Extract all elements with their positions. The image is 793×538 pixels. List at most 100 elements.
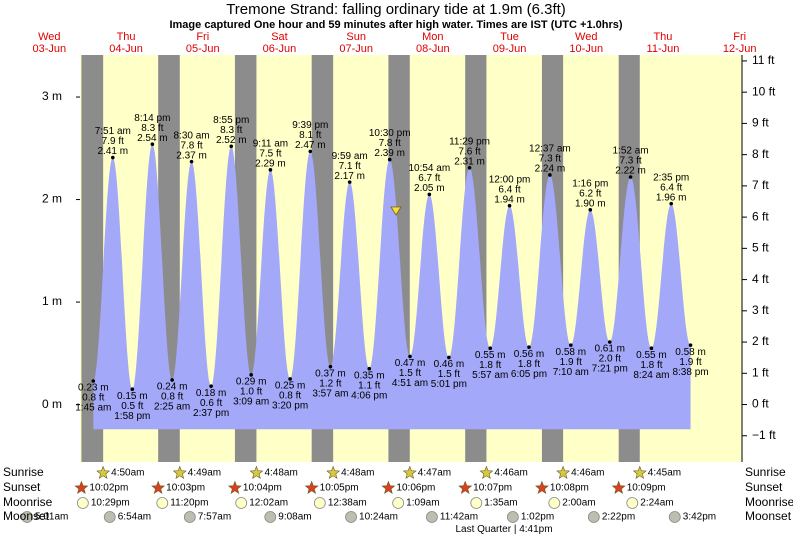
almanac-time: 9:08am xyxy=(278,512,311,523)
tide-time: 7:10 am xyxy=(553,367,589,378)
sunset-icon xyxy=(74,480,89,494)
tide-feet: 1.9 ft xyxy=(679,357,701,368)
date-label: 05-Jun xyxy=(186,43,220,55)
tide-point xyxy=(467,165,472,170)
sunset-icon xyxy=(227,480,242,494)
moonset-icon xyxy=(103,511,116,523)
y-tick-label: 1 m xyxy=(42,294,62,308)
moonrise-icon xyxy=(313,497,326,509)
tide-height: 0.55 m xyxy=(475,350,506,361)
almanac-time: 2:22pm xyxy=(602,512,635,523)
tide-height: 0.47 m xyxy=(395,358,426,369)
moonset-icon xyxy=(425,511,438,523)
tide-height: 2.47 m xyxy=(295,140,326,151)
tide-point xyxy=(527,345,531,349)
tide-time: 2:25 am xyxy=(154,402,190,413)
tide-height: 0.58 m xyxy=(556,347,587,358)
tide-point xyxy=(110,155,115,160)
almanac-time: 12:02am xyxy=(249,498,288,509)
tide-height: 0.58 m xyxy=(675,347,706,358)
tide-height: 0.61 m xyxy=(594,344,625,355)
tide-height: 0.25 m xyxy=(275,381,306,392)
tide-time: 3:57 am xyxy=(312,388,348,399)
almanac-time: 10:03pm xyxy=(166,483,205,494)
sunset-icon xyxy=(535,480,549,494)
almanac-time: 5:01am xyxy=(35,512,68,523)
moonrise-icon xyxy=(156,497,169,509)
tide-feet: 7.1 ft xyxy=(339,161,361,172)
y2-tick-label: 11 ft xyxy=(752,53,775,67)
tide-point xyxy=(328,364,333,369)
tide-height: 2.22 m xyxy=(615,166,646,177)
tide-height: 2.29 m xyxy=(255,158,286,169)
date-label: 08-Jun xyxy=(416,43,450,55)
almanac-time: 4:47am xyxy=(418,468,451,479)
tide-point xyxy=(229,144,234,149)
tide-point xyxy=(669,201,674,206)
tide-time: 1:58 pm xyxy=(114,411,150,422)
tide-time: 3:09 am xyxy=(233,396,269,407)
tide-time: 1:16 pm xyxy=(572,178,608,189)
tide-height: 2.37 m xyxy=(176,150,207,161)
almanac-time: 4:50am xyxy=(111,468,144,479)
tide-feet: 8.1 ft xyxy=(299,130,321,141)
almanac-time: 11:42am xyxy=(440,512,478,523)
tide-point xyxy=(209,384,213,388)
date-label: 07-Jun xyxy=(339,43,373,55)
weekday-label: Thu xyxy=(653,31,672,43)
almanac-time: 4:46am xyxy=(494,468,527,479)
tide-height: 0.55 m xyxy=(636,350,667,361)
tide-point xyxy=(447,355,451,360)
date-label: 12-Jun xyxy=(723,43,757,55)
tide-feet: 2.0 ft xyxy=(599,354,621,365)
y-tick-label: 2 m xyxy=(42,192,62,206)
tide-height: 0.15 m xyxy=(117,391,148,402)
tide-height: 0.29 m xyxy=(236,376,267,387)
tide-time: 2:35 pm xyxy=(653,172,689,183)
moonset-icon xyxy=(506,511,519,523)
row-label: Moonset xyxy=(3,509,50,523)
moonrise-icon xyxy=(235,497,248,509)
tide-height: 0.24 m xyxy=(157,382,188,393)
almanac-time: 4:48am xyxy=(341,468,374,479)
almanac-time: 1:09am xyxy=(406,498,439,509)
tide-feet: 6.2 ft xyxy=(579,188,601,199)
tide-height: 0.35 m xyxy=(354,370,385,381)
tide-time: 7:51 am xyxy=(95,126,131,137)
almanac-time: 7:57am xyxy=(198,512,231,523)
row-label: Sunset xyxy=(3,480,41,494)
date-label: 03-Jun xyxy=(33,43,67,55)
almanac-time: 2:00am xyxy=(562,498,595,509)
moonrise-icon xyxy=(548,497,561,509)
sunset-icon xyxy=(611,480,626,494)
y2-tick-label: 5 ft xyxy=(752,241,769,255)
tide-point xyxy=(249,373,253,377)
weekday-label: Mon xyxy=(422,31,443,43)
tide-feet: 1.8 ft xyxy=(640,360,662,371)
row-label: Moonrise xyxy=(745,495,793,509)
tide-time: 5:57 am xyxy=(472,370,508,381)
tide-time: 9:39 pm xyxy=(292,120,328,131)
tide-height: 2.41 m xyxy=(97,146,128,157)
tide-time: 12:00 pm xyxy=(489,174,531,185)
row-label: Sunset xyxy=(745,480,783,494)
tide-point xyxy=(649,346,654,351)
tide-time: 9:59 am xyxy=(332,151,368,162)
tide-feet: 7.5 ft xyxy=(259,148,281,159)
tide-height: 2.39 m xyxy=(374,148,405,159)
tide-height: 2.24 m xyxy=(535,164,566,175)
tide-height: 0.23 m xyxy=(78,383,109,394)
y2-tick-label: 4 ft xyxy=(752,272,769,286)
tide-area xyxy=(93,144,691,430)
tide-time: 7:21 pm xyxy=(592,364,628,375)
tide-feet: 1.8 ft xyxy=(518,359,540,370)
y2-tick-label: 1 ft xyxy=(752,365,769,379)
tide-time: 8:24 am xyxy=(633,370,669,381)
almanac-time: 4:49am xyxy=(188,468,221,479)
almanac-time: 10:05pm xyxy=(320,483,359,494)
sunrise-icon xyxy=(402,465,417,479)
almanac-time: 6:54am xyxy=(118,512,151,523)
tide-point xyxy=(308,149,313,154)
tide-point xyxy=(130,387,135,392)
